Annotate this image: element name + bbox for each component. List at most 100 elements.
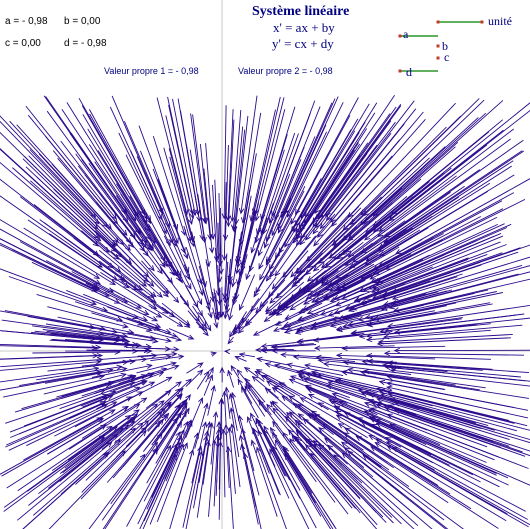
field-arrowhead [341, 370, 348, 376]
field-arrow [338, 423, 439, 486]
field-arrow [90, 342, 151, 348]
field-arrowhead [198, 289, 204, 297]
field-arrowhead [121, 366, 128, 372]
field-arrow [192, 114, 207, 224]
field-arrowhead [227, 338, 234, 345]
d-slider-handle[interactable] [398, 69, 402, 73]
field-arrow [185, 144, 204, 240]
field-arrow [284, 157, 339, 248]
field-arrowhead [152, 448, 159, 455]
field-arrow [308, 393, 384, 432]
field-arrowhead [299, 239, 306, 246]
field-arrowhead [145, 244, 151, 251]
field-arrowhead [304, 269, 311, 276]
field-arrowhead [111, 213, 117, 220]
b-slider-handle[interactable] [436, 44, 440, 48]
field-arrow [224, 144, 229, 240]
field-arrow [196, 371, 209, 390]
field-arrow [295, 142, 359, 239]
field-arrow [74, 301, 143, 325]
field-arrow [83, 293, 148, 321]
field-arrowhead [209, 296, 216, 303]
field-arrowhead [167, 277, 173, 284]
field-arrowhead [271, 432, 278, 439]
field-arrow [237, 379, 253, 404]
field-arrow [275, 178, 322, 259]
field-arrow [185, 451, 203, 529]
field-arrow [373, 292, 503, 320]
field-arrow [215, 292, 219, 320]
field-arrowhead [219, 311, 225, 318]
field-arrow [240, 153, 257, 245]
equation-x: x' = ax + by [273, 20, 335, 35]
field-arrow [165, 421, 193, 482]
field-arrowhead [222, 293, 228, 300]
field-arrow [229, 221, 237, 282]
field-arrow [379, 389, 515, 424]
field-arrow [9, 120, 108, 228]
field-arrow [147, 394, 183, 432]
field-arrowhead [295, 430, 302, 437]
field-arrowhead [134, 403, 141, 409]
field-arrow [364, 402, 488, 448]
field-arrow [260, 348, 294, 351]
field-arrowhead [331, 239, 338, 246]
field-arrowhead [264, 306, 272, 313]
field-arrow [271, 282, 314, 315]
field-arrow [56, 375, 133, 398]
field-arrowhead [335, 285, 342, 291]
unit-slider-handle[interactable] [436, 20, 440, 24]
field-arrow [9, 394, 108, 433]
field-arrow [333, 157, 430, 248]
field-arrow [285, 291, 340, 320]
field-arrow [241, 444, 259, 525]
field-arrowhead [256, 228, 262, 236]
field-arrow [365, 390, 489, 427]
field-arrowhead [315, 213, 321, 221]
field-arrow [363, 112, 487, 224]
field-arrowhead [362, 210, 369, 217]
field-arrow [95, 373, 154, 394]
field-arrowhead [296, 268, 303, 275]
c-slider-handle[interactable] [436, 56, 440, 60]
field-arrowhead [250, 412, 256, 419]
field-arrowhead [130, 374, 137, 380]
field-arrowhead [358, 287, 366, 292]
coefficient-sliders [398, 20, 484, 73]
field-arrowhead [223, 312, 229, 320]
field-arrowhead [264, 387, 271, 394]
field-arrow [383, 150, 523, 244]
field-arrowhead [346, 367, 354, 373]
field-arrow [364, 144, 488, 241]
field-arrowhead [150, 297, 157, 304]
field-arrowhead [201, 321, 207, 328]
field-arrowhead [143, 420, 150, 427]
field-arrowhead [336, 326, 343, 333]
field-arrowhead [110, 401, 118, 407]
field-arrowhead [251, 208, 258, 216]
field-arrow [334, 405, 431, 454]
field-arrow [298, 332, 364, 342]
field-arrow [248, 385, 272, 416]
field-arrowhead [140, 209, 146, 216]
slider-label-d: d [406, 65, 412, 79]
field-arrow [0, 361, 101, 371]
a-slider-handle[interactable] [398, 34, 402, 38]
field-arrow [0, 417, 103, 475]
field-arrow [358, 389, 477, 424]
field-arrowhead [224, 304, 230, 311]
field-arrowhead [180, 399, 187, 406]
field-arrowhead [184, 273, 190, 281]
field-arrowhead [303, 299, 310, 305]
field-arrowhead [375, 403, 383, 409]
field-arrow [220, 207, 222, 274]
field-arrow [145, 212, 182, 277]
field-arrow [323, 255, 412, 301]
field-arrow [388, 304, 530, 327]
field-arrowhead [224, 386, 230, 394]
eigenvalue-1: Valeur propre 1 = - 0,98 [104, 66, 199, 76]
field-arrowhead [231, 299, 238, 306]
field-arrow [143, 442, 181, 522]
field-arrowhead [335, 414, 343, 420]
